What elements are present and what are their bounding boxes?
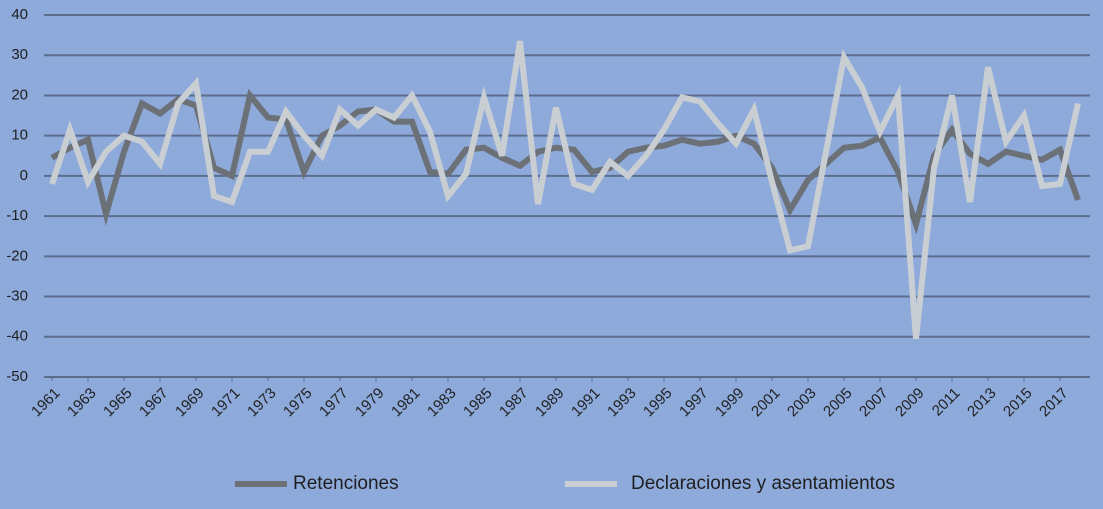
x-tick-label: 2013 xyxy=(964,385,1000,421)
x-tick-label: 1967 xyxy=(136,385,172,421)
x-tick-label: 2003 xyxy=(784,385,820,421)
x-tick-label: 1969 xyxy=(172,385,208,421)
y-tick-label: 40 xyxy=(11,6,28,23)
x-tick-label: 1975 xyxy=(280,385,316,421)
x-tick-label: 1961 xyxy=(28,385,64,421)
y-tick-label: -10 xyxy=(6,207,28,224)
x-tick-label: 2007 xyxy=(856,385,892,421)
x-tick-label: 1995 xyxy=(640,385,676,421)
x-tick-label: 2017 xyxy=(1036,385,1072,421)
y-tick-label: -20 xyxy=(6,247,28,264)
x-tick-label: 2011 xyxy=(929,385,964,420)
y-tick-label: -50 xyxy=(6,368,28,385)
x-tick-label: 1999 xyxy=(712,385,748,421)
x-tick-label: 1971 xyxy=(208,385,244,421)
x-tick-label: 1987 xyxy=(496,385,532,421)
x-tick-label: 1973 xyxy=(244,385,280,421)
legend-label: Retenciones xyxy=(293,473,399,494)
y-tick-label: 0 xyxy=(20,167,28,184)
x-tick-label: 1965 xyxy=(100,385,136,421)
y-tick-label: -40 xyxy=(6,328,28,345)
y-tick-label: 30 xyxy=(11,46,28,63)
x-tick-label: 1983 xyxy=(424,385,460,421)
x-tick-label: 2015 xyxy=(1000,385,1036,421)
x-tick-label: 2001 xyxy=(748,385,784,421)
x-tick-label: 2009 xyxy=(892,385,928,421)
x-tick-label: 1989 xyxy=(532,385,568,421)
x-tick-label: 1991 xyxy=(568,385,604,421)
x-tick-label: 1981 xyxy=(388,385,424,421)
x-tick-label: 1997 xyxy=(676,385,712,421)
x-tick-label: 2005 xyxy=(820,385,856,421)
x-tick-label: 1979 xyxy=(352,385,388,421)
y-tick-label: 20 xyxy=(11,86,28,103)
legend-label: Declaraciones y asentamientos xyxy=(631,473,895,494)
x-tick-label: 1977 xyxy=(316,385,352,421)
series-line xyxy=(49,40,1081,340)
y-tick-label: 10 xyxy=(11,127,28,144)
x-tick-label: 1993 xyxy=(604,385,640,421)
x-tick-label: 1985 xyxy=(460,385,496,421)
y-tick-label: -30 xyxy=(6,288,28,305)
x-tick-label: 1963 xyxy=(64,385,100,421)
